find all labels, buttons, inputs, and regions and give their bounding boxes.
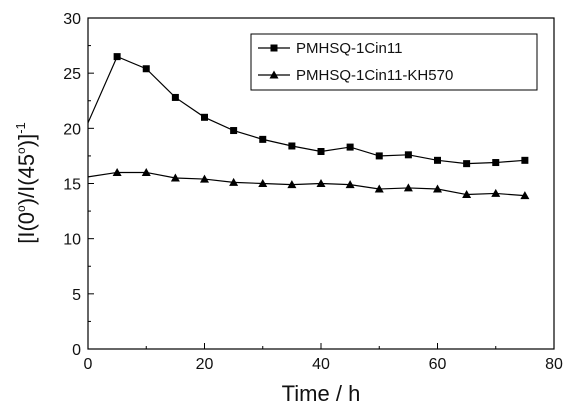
series-pmhsq-1cin11-kh570-point (491, 188, 501, 197)
series-pmhsq-1cin11-line (87, 55, 525, 165)
series-pmhsq-1cin11-point (113, 53, 121, 61)
series-pmhsq-1cin11-kh570-point (170, 173, 180, 182)
series-pmhsq-1cin11-point (463, 160, 471, 168)
y-axis-title-exponent: -1 (13, 122, 28, 134)
y-axis-title-part: [I(0 (14, 212, 39, 244)
x-tick-label: 0 (84, 356, 93, 373)
series-pmhsq-1cin11-kh570-line (87, 171, 525, 197)
series-pmhsq-1cin11-kh570-point (200, 174, 209, 183)
y-tick-label: 20 (63, 121, 81, 138)
x-tick-label: 40 (312, 356, 330, 373)
series-pmhsq-1cin11-point (171, 93, 179, 101)
series-pmhsq-1cin11-point (317, 148, 325, 156)
series-pmhsq-1cin11-kh570-point (229, 177, 239, 186)
series-pmhsq-1cin11-kh570-point (462, 190, 472, 199)
series-pmhsq-1cin11-kh570-point (316, 179, 326, 187)
series-pmhsq-1cin11-kh570-point (433, 184, 442, 193)
legend-box (250, 33, 538, 91)
legend-pmhsq-1cin11-kh570-label: PMHSQ-1Cin11-KH570 (296, 67, 453, 84)
legend-pmhsq-1cin11-kh570-marker (269, 70, 279, 79)
series-pmhsq-1cin11-point (142, 65, 150, 73)
series-pmhsq-1cin11-kh570-point (374, 184, 384, 193)
series-pmhsq-1cin11-kh570-point (287, 180, 297, 189)
series-pmhsq-1cin11-point (434, 156, 441, 164)
series-pmhsq-1cin11-kh570-point (403, 183, 413, 192)
series-pmhsq-1cin11-point (375, 152, 383, 160)
y-tick-label: 10 (63, 232, 81, 249)
series-pmhsq-1cin11-point (521, 156, 529, 164)
x-axis-title: Time / h (282, 381, 361, 406)
y-tick-label: 30 (63, 11, 81, 28)
series-pmhsq-1cin11-kh570-point (141, 167, 151, 176)
series-pmhsq-1cin11-point (346, 143, 354, 151)
y-axis-title-part: )/I(45 (14, 154, 39, 205)
y-tick-label: 0 (72, 342, 81, 359)
series-pmhsq-1cin11-point (404, 151, 412, 159)
x-tick-label: 80 (545, 356, 563, 373)
series-pmhsq-1cin11-point (201, 113, 208, 121)
y-axis-title-part: )] (14, 134, 39, 147)
x-tick-label: 20 (196, 356, 214, 373)
series-pmhsq-1cin11-point (230, 127, 238, 135)
series-pmhsq-1cin11-point (288, 142, 296, 150)
legend-pmhsq-1cin11-label: PMHSQ-1Cin11 (296, 40, 402, 57)
series-layer (87, 53, 530, 200)
series-pmhsq-1cin11-point (259, 135, 267, 143)
axis-ticks: 0 20 40 60 80 0 5 10 15 20 25 30 (63, 11, 563, 373)
series-pmhsq-1cin11-kh570-point (258, 179, 268, 187)
series-pmhsq-1cin11-point (492, 159, 500, 167)
series-pmhsq-1cin11-kh570-point (112, 167, 122, 176)
y-tick-label: 15 (63, 177, 81, 194)
legend-pmhsq-1cin11-marker (270, 44, 278, 52)
x-tick-label: 60 (429, 356, 447, 373)
y-axis-title-degree: o (14, 205, 28, 212)
y-axis-title-degree: o (14, 147, 28, 154)
legend: PMHSQ-1Cin11 PMHSQ-1Cin11-KH570 (250, 33, 538, 91)
y-axis-title: [I(0o)/I(45o)]-1 (13, 122, 39, 244)
y-tick-label: 5 (72, 287, 81, 304)
y-tick-label: 25 (63, 66, 81, 83)
legend-items: PMHSQ-1Cin11 PMHSQ-1Cin11-KH570 (258, 40, 453, 84)
series-pmhsq-1cin11-kh570-point (520, 191, 530, 200)
series-pmhsq-1cin11-kh570-point (345, 180, 355, 189)
